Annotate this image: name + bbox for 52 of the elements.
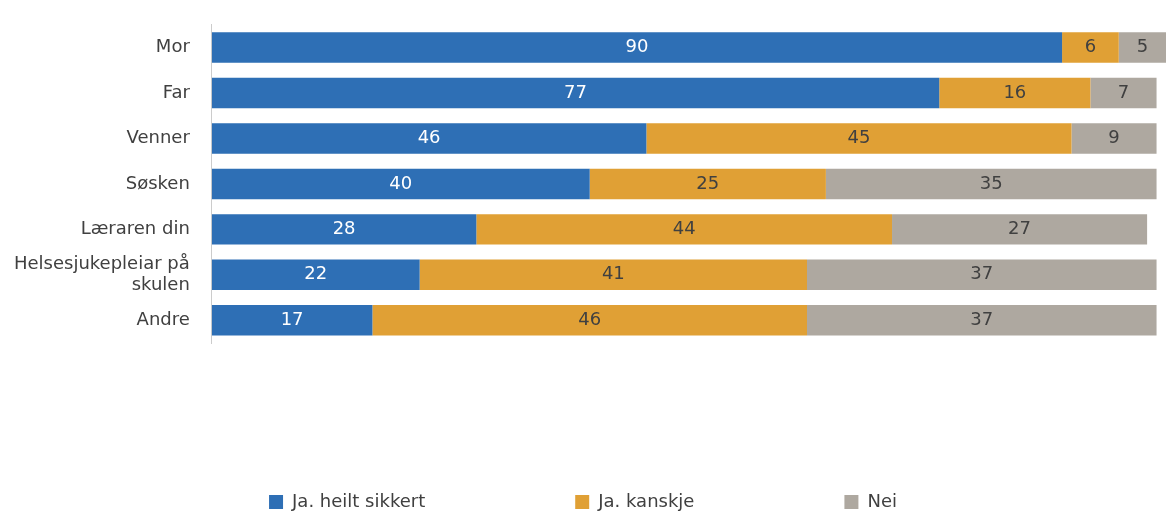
bar (372, 305, 807, 336)
data-label: 35 (979, 171, 1003, 193)
data-label: 6 (1084, 35, 1097, 57)
bar (1118, 32, 1166, 63)
legend-label: Ja. heilt sikkert (291, 489, 426, 511)
data-label: 46 (417, 126, 441, 148)
bar (1062, 32, 1119, 63)
data-label: 27 (1008, 217, 1032, 239)
bar (589, 168, 826, 200)
bar (211, 305, 373, 336)
data-label: 37 (970, 307, 994, 329)
data-label: 44 (672, 217, 696, 239)
bar (211, 259, 420, 291)
data-label: 7 (1117, 80, 1130, 102)
data-label: 46 (578, 307, 602, 329)
y-tick-label: Helsesjukepleiar på skulen (13, 251, 190, 295)
data-label: 41 (601, 262, 625, 284)
bar (1090, 77, 1157, 109)
data-label: 16 (1003, 80, 1027, 102)
bar (211, 123, 647, 154)
bar (807, 259, 1157, 291)
data-label: 40 (389, 171, 413, 193)
bar (807, 305, 1157, 336)
bar (211, 77, 940, 109)
data-label: 28 (332, 217, 356, 239)
bar (211, 168, 590, 200)
y-tick-label: Venner (126, 126, 191, 148)
data-label: 5 (1136, 35, 1149, 57)
data-label: 37 (970, 262, 994, 284)
data-label: 25 (696, 171, 720, 193)
data-label: 17 (280, 307, 304, 329)
bar (892, 214, 1148, 245)
data-label: 9 (1108, 126, 1120, 148)
bar (476, 214, 893, 245)
bar (825, 168, 1157, 200)
y-tick-label: Mor (155, 35, 191, 57)
y-tick-label: Far (162, 80, 191, 102)
bar (646, 123, 1072, 154)
data-label: 90 (625, 35, 649, 57)
data-label: 22 (304, 262, 328, 284)
bar (211, 214, 477, 245)
bar (211, 32, 1063, 63)
data-label: 45 (847, 126, 871, 148)
y-tick-label: Andre (136, 307, 190, 329)
data-label: 77 (564, 80, 587, 102)
bar (419, 259, 807, 291)
y-tick-label: Læraren din (80, 217, 190, 239)
bar (939, 77, 1091, 109)
legend-label: Ja. kanskje (597, 489, 695, 511)
y-tick-label: Søsken (125, 171, 190, 193)
bar (1071, 123, 1157, 154)
legend-label: Nei (867, 489, 897, 511)
